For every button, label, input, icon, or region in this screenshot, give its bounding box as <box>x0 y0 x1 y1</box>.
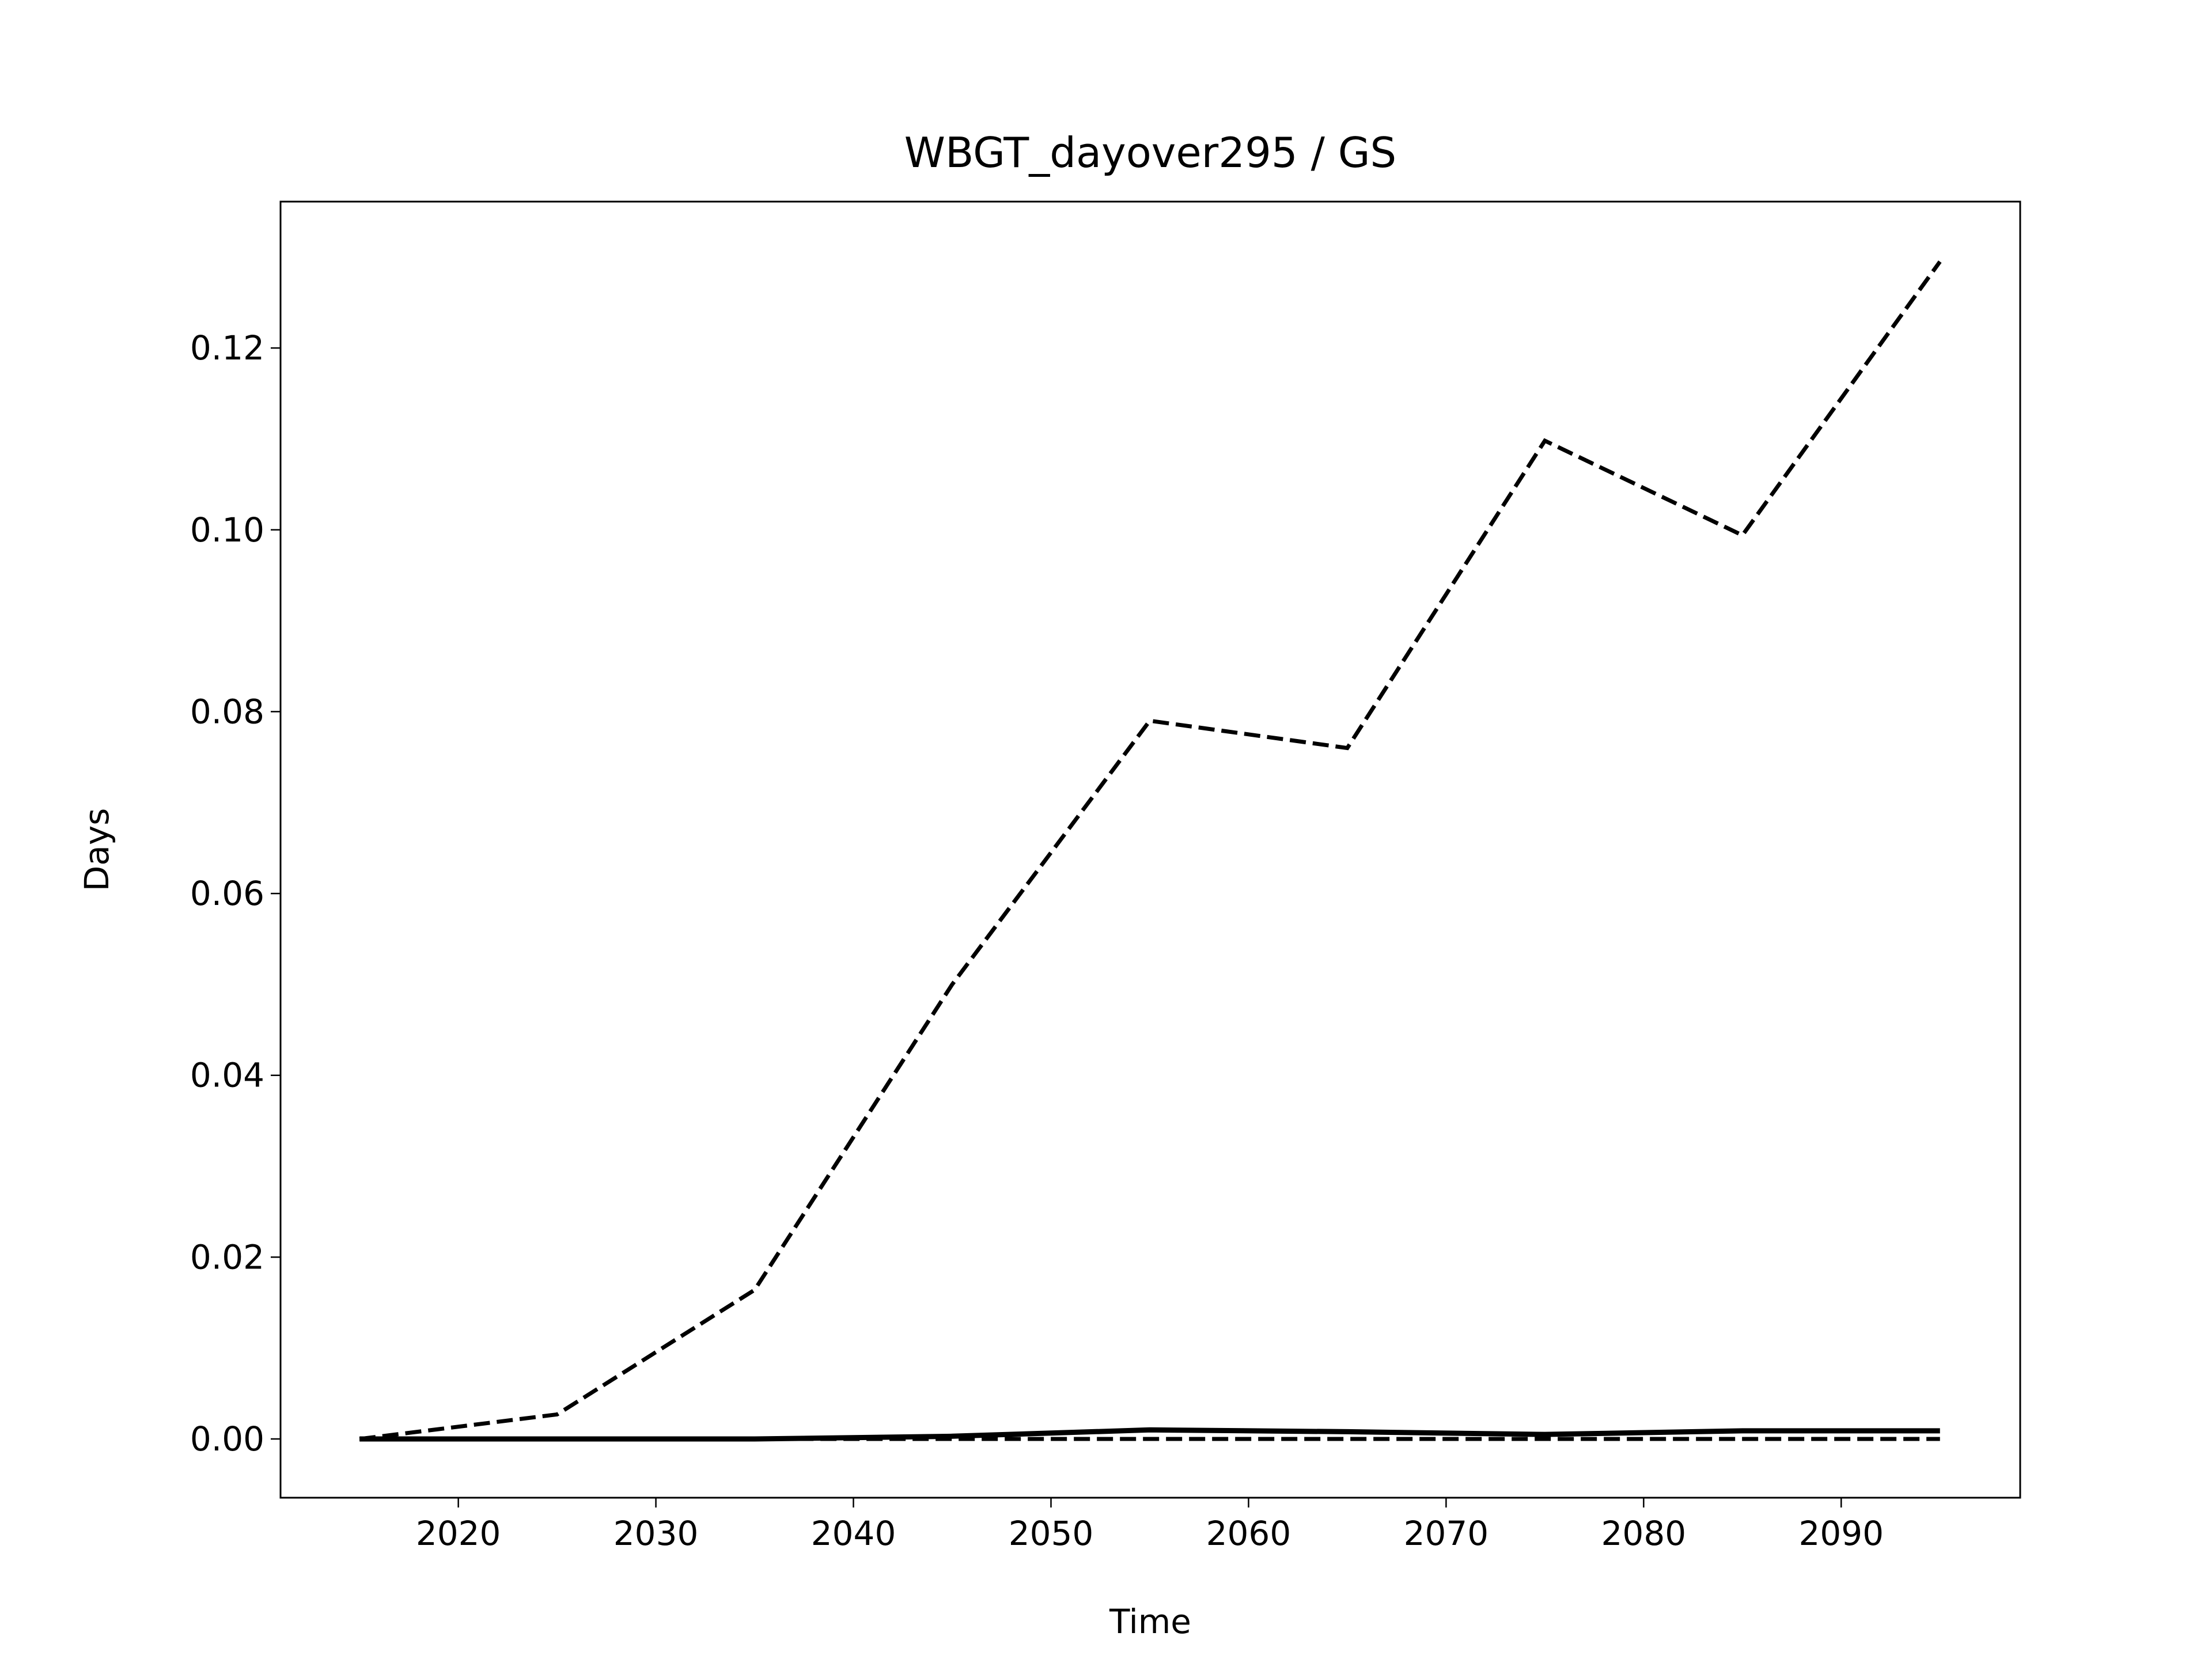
y-axis-label: Days <box>77 808 116 892</box>
chart-title: WBGT_dayover295 / GS <box>904 128 1396 177</box>
x-tick-label: 2040 <box>811 1514 896 1553</box>
x-tick-label: 2050 <box>1009 1514 1094 1553</box>
x-tick-label: 2070 <box>1404 1514 1489 1553</box>
x-axis-label: Time <box>1109 1602 1191 1641</box>
line <box>359 260 1942 1441</box>
y-tick-label: 0.06 <box>190 874 264 913</box>
y-tick-label: 0.10 <box>190 510 264 550</box>
x-tick-label: 2080 <box>1601 1514 1687 1553</box>
y-tick-label: 0.08 <box>190 692 264 731</box>
y-tick-label: 0.12 <box>190 328 264 368</box>
x-tick-label: 2060 <box>1206 1514 1291 1553</box>
y-tick-label: 0.02 <box>190 1237 264 1277</box>
x-tick-label: 2030 <box>613 1514 699 1553</box>
y-tick-label: 0.00 <box>190 1419 264 1459</box>
plot-frame <box>279 200 2021 1499</box>
y-tick-label: 0.04 <box>190 1056 264 1095</box>
x-tick-label: 2090 <box>1798 1514 1884 1553</box>
x-tick-label: 2020 <box>416 1514 501 1553</box>
